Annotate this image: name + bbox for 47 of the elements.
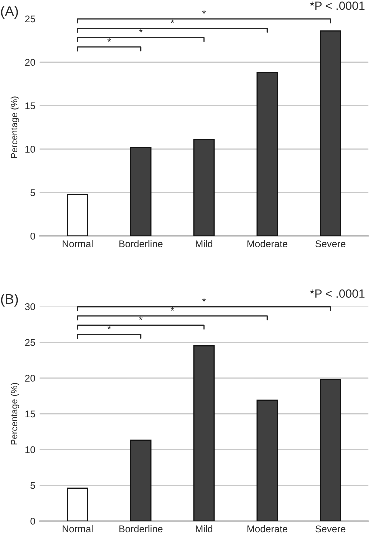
bar <box>194 346 215 522</box>
annotation: * <box>170 308 174 311</box>
bar <box>194 139 215 236</box>
y-tick-label: 15 <box>26 102 36 110</box>
x-tick-label: Severe <box>316 526 346 533</box>
text: * <box>202 298 206 302</box>
y-tick-label: 20 <box>25 59 36 66</box>
y-axis-title: Percentage (%) <box>10 96 20 158</box>
annotation: * <box>108 326 112 330</box>
y-tick-label: 30 <box>25 304 36 310</box>
y-tick-label: 0 <box>30 232 36 240</box>
bar <box>67 488 88 522</box>
annotation: * <box>139 316 143 320</box>
chart-title: (B) <box>1 294 18 307</box>
x-tick-label: Normal <box>62 525 93 533</box>
annotation: * <box>139 29 143 33</box>
y-tick-label: 25 <box>25 339 36 346</box>
x-tick-label: Severe <box>316 240 346 248</box>
y-tick-label: 20 <box>25 375 36 382</box>
text: *P < .0001 <box>310 290 365 298</box>
y-tick-label: 10 <box>26 146 36 153</box>
text: * <box>202 10 206 14</box>
x-tick-label: Normal <box>62 240 93 248</box>
bar <box>320 30 342 236</box>
y-tick-label: 15 <box>26 410 36 418</box>
y-tick-label: 25 <box>25 16 36 23</box>
x-tick-label: Moderate <box>248 240 288 248</box>
x-tick-label: Borderline <box>120 525 163 533</box>
annotation: * <box>108 38 112 42</box>
bar <box>256 72 278 236</box>
text: *P < .0001 <box>310 2 365 10</box>
y-tick-label: 5 <box>30 482 36 490</box>
y-axis-title: Percentage (%) <box>10 383 20 445</box>
annotation: * <box>170 20 174 24</box>
x-tick-label: Mild <box>196 525 213 533</box>
bar <box>67 194 88 236</box>
x-tick-label: Borderline <box>120 240 163 248</box>
bar <box>256 400 278 522</box>
bar <box>130 147 152 236</box>
chart-title: (A) <box>1 6 18 20</box>
y-tick-label: 5 <box>30 190 36 196</box>
y-tick-label: 0 <box>30 518 36 525</box>
bar <box>130 440 152 522</box>
bar <box>320 379 342 522</box>
y-tick-label: 10 <box>26 446 36 454</box>
x-tick-label: Moderate <box>248 525 288 533</box>
x-tick-label: Mild <box>196 240 213 248</box>
